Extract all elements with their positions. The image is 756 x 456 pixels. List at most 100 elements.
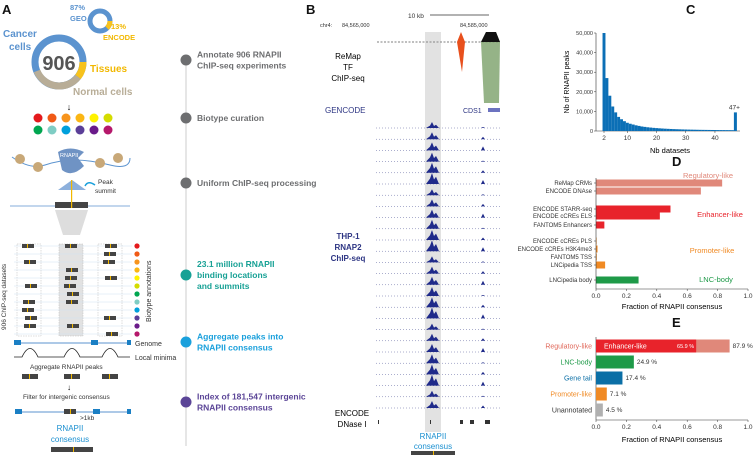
histogram-bar	[710, 129, 714, 131]
rnapii-label: RNAPII	[60, 153, 79, 159]
gene-label: CDS1	[463, 108, 482, 115]
consensus-summit	[73, 447, 74, 452]
histogram-bar	[719, 130, 723, 131]
bar-value-label: 7.1 %	[610, 391, 627, 398]
rnapii-peak	[481, 381, 485, 386]
biotype-dot	[134, 299, 140, 305]
x-tick-label: 0.0	[591, 293, 600, 300]
dnase-label-2: DNase I	[338, 420, 367, 429]
histogram-bar	[672, 129, 676, 131]
biotype-dot	[134, 275, 140, 281]
highlight-region	[425, 32, 441, 432]
x-tick-label: 0.2	[622, 293, 631, 300]
peak-summit	[69, 284, 70, 288]
bar-label: LNCipedia body	[549, 278, 592, 284]
rnapii-peak	[481, 371, 485, 375]
rnapii-peak	[426, 152, 439, 162]
histogram-bar	[687, 129, 691, 131]
peak-summit	[30, 316, 31, 320]
biotype-dot	[134, 291, 140, 297]
x-tick-label: 0.6	[683, 293, 692, 300]
timeline-step-label: ChIP-seq experiments	[197, 61, 287, 71]
rnapii-peak	[481, 160, 485, 162]
bar-label: ENCODE STARR-seq	[533, 207, 592, 213]
timeline-step-dot	[180, 336, 192, 348]
bar-label: LNC-body	[560, 360, 592, 367]
timeline-step-label: Uniform ChIP-seq processing	[197, 178, 317, 188]
cells-label: cells	[9, 42, 32, 53]
rnapii-peak	[426, 173, 439, 184]
consensus-label-2: consensus	[414, 442, 452, 451]
timeline-step-dot	[180, 54, 192, 66]
rnapii-peak	[426, 266, 439, 274]
aggregate-blocks	[22, 374, 118, 379]
bar-label: Promoter-like	[550, 392, 592, 399]
category-label: Enhancer-like	[697, 210, 743, 219]
bar-label: Unannotated	[552, 408, 592, 415]
biotype-dot	[134, 243, 140, 249]
rnapii-peak	[481, 405, 485, 408]
down-arrow-icon: ↓	[67, 383, 71, 392]
bar	[596, 205, 671, 213]
geo-encode-donut	[87, 8, 113, 34]
histogram-bar	[701, 129, 705, 131]
rnapii-peak	[481, 295, 485, 296]
y-tick-label: 40,000	[576, 51, 593, 57]
biotype-dot	[103, 113, 113, 123]
histogram-bar	[698, 129, 702, 131]
timeline-step-dot	[180, 269, 192, 281]
panel-label-c: C	[686, 2, 696, 17]
bar-label: ENCODE cCREs H3K4me3	[518, 247, 593, 253]
bar	[596, 179, 723, 187]
rnapii-peak	[481, 280, 485, 285]
chart-c: 0 10,000 20,000 30,000 40,000 50,000 2 10 20 30 40…	[564, 31, 740, 155]
bar-label: ENCODE cCREs PLS	[533, 239, 592, 245]
consensus-summit	[433, 451, 434, 455]
rnapii-peak	[426, 230, 439, 240]
gencode-label: GENCODE	[325, 106, 365, 115]
geo-label: GEO	[70, 14, 87, 23]
rnapii-peak	[481, 395, 485, 397]
peak-summit	[109, 252, 110, 256]
histogram-bar	[611, 106, 615, 131]
genome-track	[14, 340, 131, 358]
histogram-bar	[643, 126, 647, 131]
biotype-dot	[33, 113, 43, 123]
y-tick-label: 20,000	[576, 90, 593, 96]
biotype-dot	[75, 125, 85, 135]
bar-label: ENCODE DNAse	[546, 189, 593, 195]
x-axis-label: Fraction of RNAPII consensus	[622, 302, 723, 311]
rnapii-peak	[481, 170, 485, 173]
consensus-label-2: consensus	[51, 435, 89, 444]
histogram-bar	[634, 125, 638, 131]
overflow-label: 47+	[729, 104, 740, 111]
rnapii-peak	[426, 162, 439, 173]
rnapii-peak	[426, 390, 439, 397]
peak-summit	[111, 332, 112, 336]
timeline-step-label: RNAPII consensus	[197, 403, 273, 413]
panel-label-b: B	[306, 2, 315, 17]
rnapii-peak	[481, 304, 485, 308]
thp1-label: THP-1	[336, 232, 360, 241]
histogram-bar	[646, 127, 650, 131]
timeline-step-label: Biotype curation	[197, 113, 264, 123]
dnase-mark	[378, 420, 379, 424]
rnapii-peak	[426, 364, 439, 375]
normal-cells-label: Normal cells	[73, 87, 133, 98]
biotype-dot	[134, 315, 140, 321]
datasets-axis-label: 906 ChIP-seq datasets	[1, 263, 8, 330]
bar-label: FANTOM5 TSS	[551, 255, 592, 261]
remap-track	[377, 32, 500, 103]
tissues-label: Tissues	[90, 64, 127, 75]
timeline-step-label: Index of 181,547 intergenic	[197, 392, 306, 402]
bar-label: ReMap CRMs	[554, 181, 592, 187]
peak-summit	[70, 244, 71, 248]
x-tick-label: 0.4	[652, 293, 661, 300]
biotype-dot	[61, 125, 71, 135]
x-tick-label: 0.4	[652, 424, 661, 431]
timeline-step-label: Annotate 906 RNAPII	[197, 50, 282, 60]
biotype-dot	[47, 125, 57, 135]
rnapii-peak	[481, 328, 485, 330]
x-axis-label: Nb datasets	[650, 146, 690, 155]
